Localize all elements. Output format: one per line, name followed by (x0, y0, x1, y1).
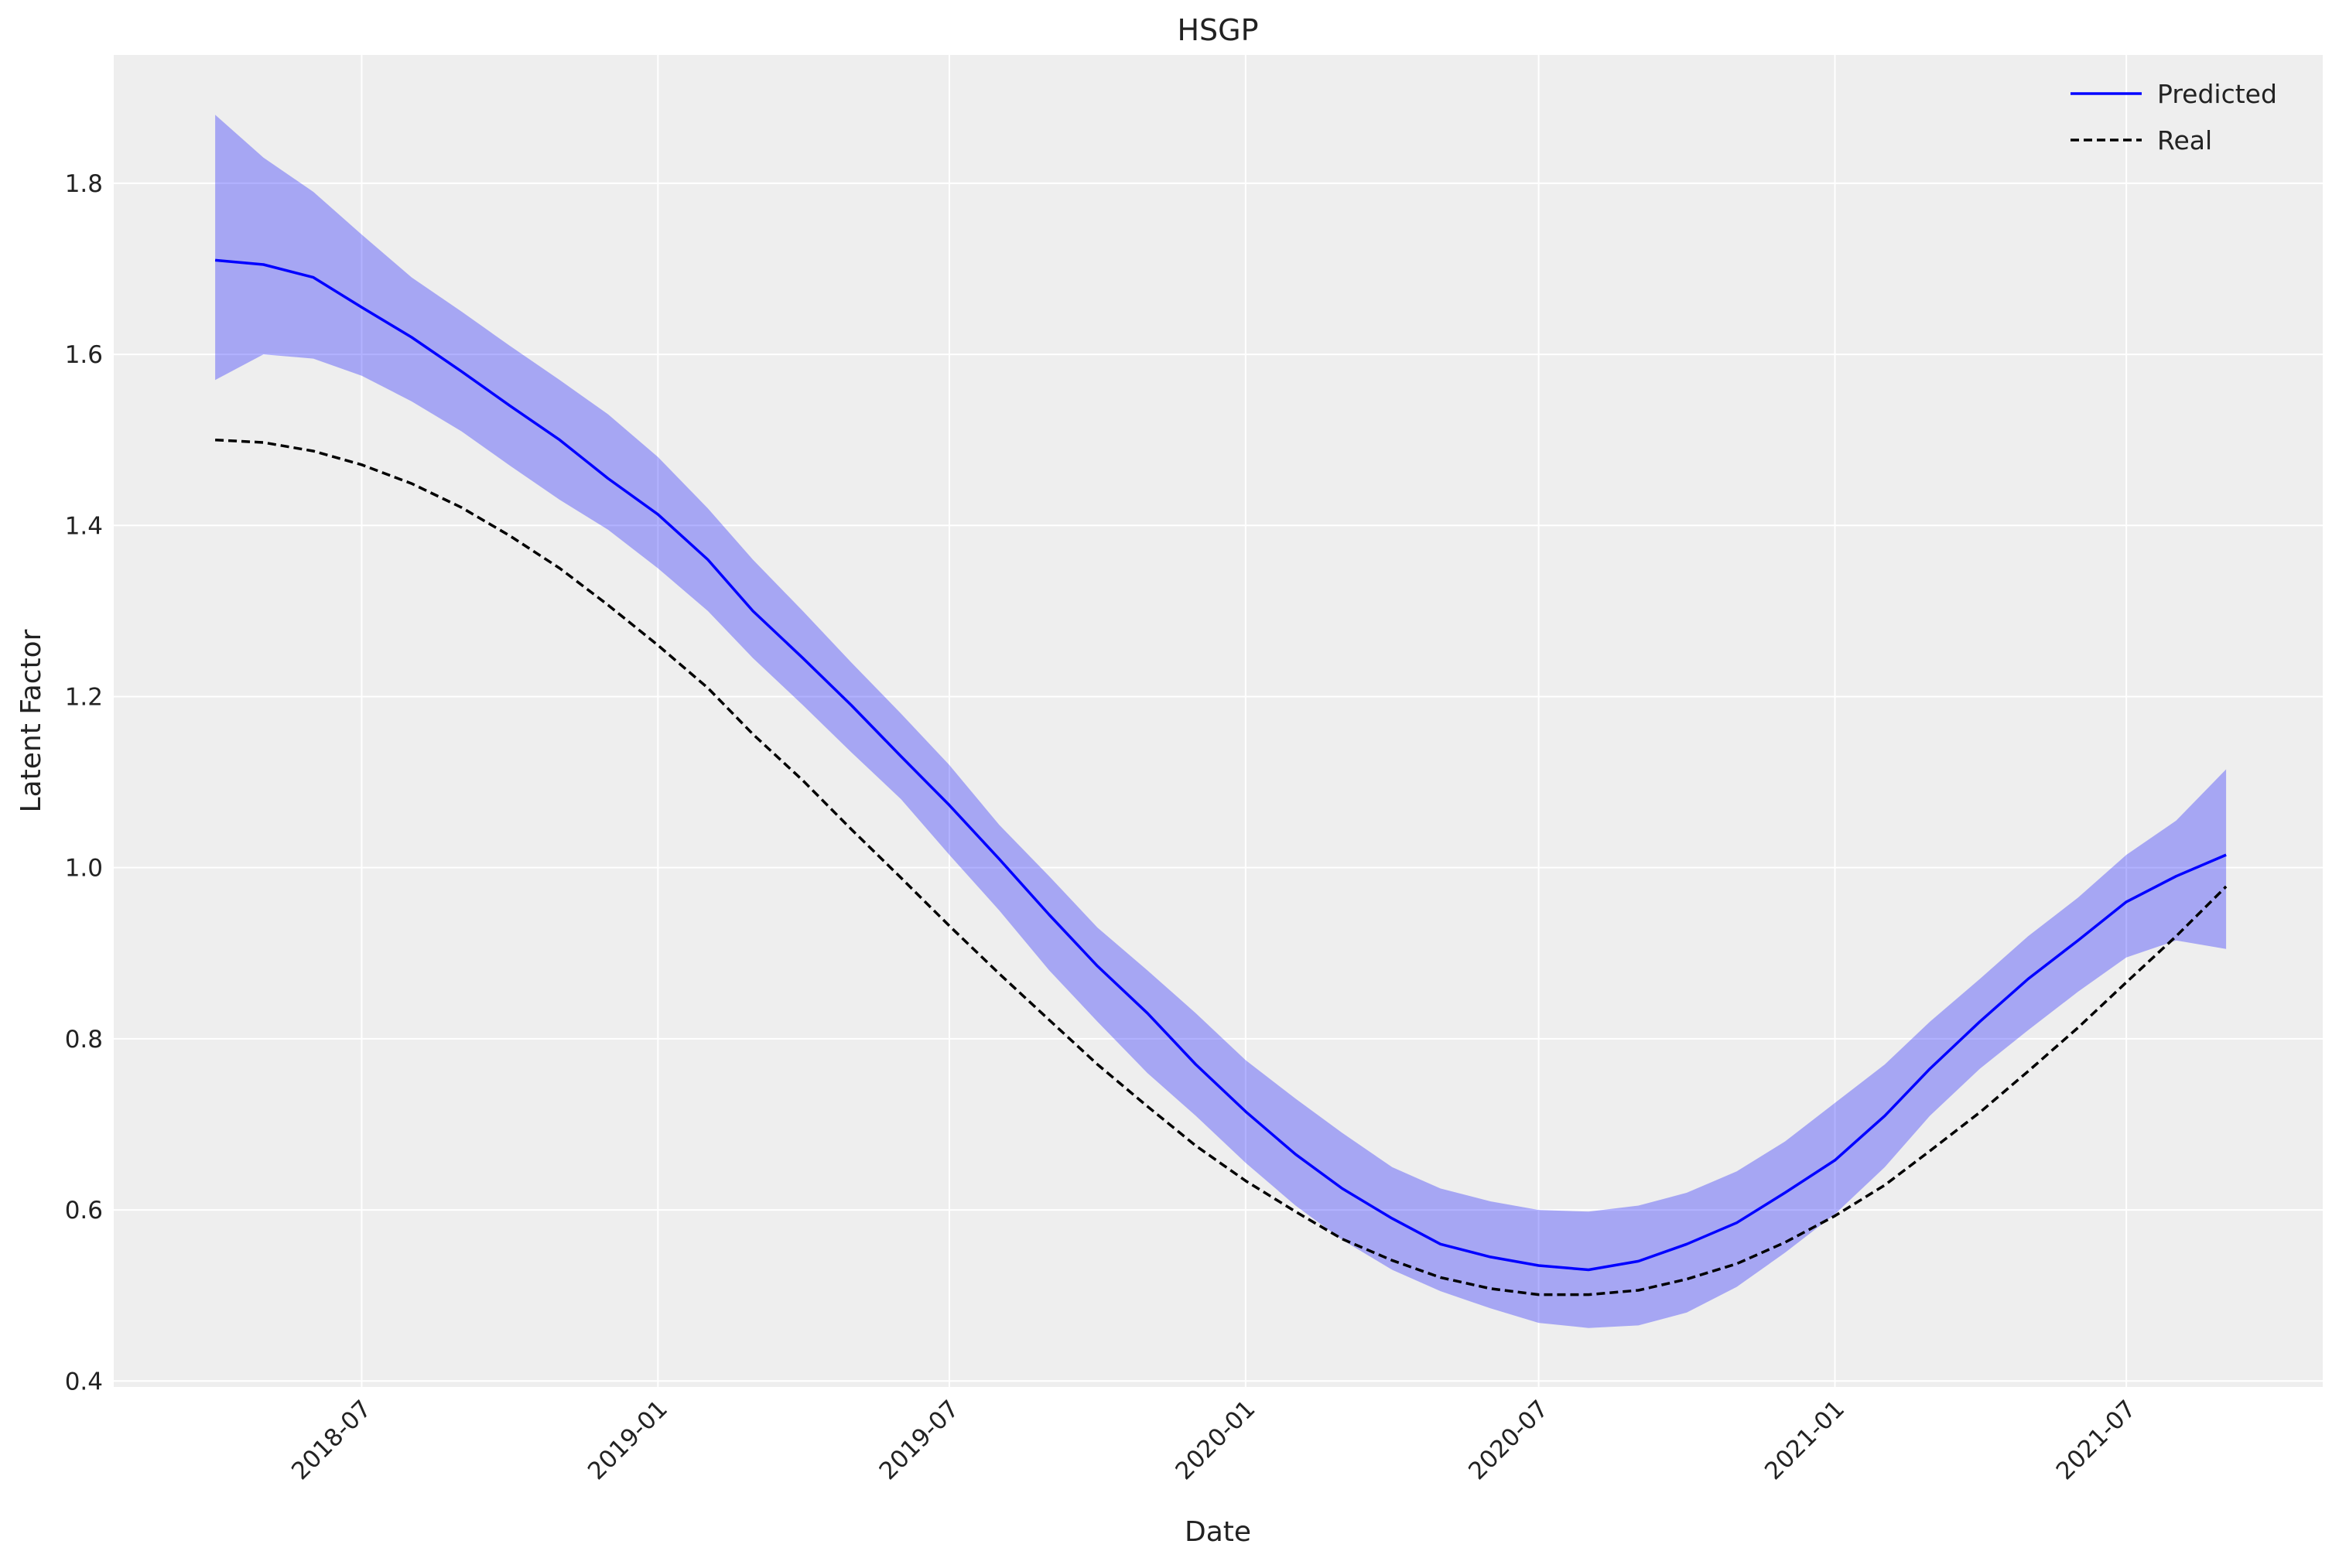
legend: Predicted Real (2071, 79, 2277, 155)
prediction-interval-band (215, 114, 2227, 1328)
y-tick-label: 1.2 (65, 683, 103, 711)
x-tick-label: 2021-07 (2051, 1395, 2142, 1485)
y-tick-label: 1.6 (65, 341, 103, 369)
y-tick-label: 1.0 (65, 855, 103, 883)
x-tick-label: 2019-01 (583, 1395, 673, 1485)
y-axis-label: Latent Factor (15, 629, 47, 812)
x-tick-label: 2018-07 (286, 1395, 377, 1485)
x-axis-label: Date (1185, 1516, 1251, 1548)
x-tick-labels: 2018-07 2019-01 2019-07 2020-01 2020-07 2021-… (286, 1395, 2142, 1485)
plot-area (114, 55, 2323, 1387)
y-tick-label: 0.6 (65, 1197, 103, 1225)
y-tick-label: 1.4 (65, 512, 103, 540)
y-tick-label: 0.8 (65, 1026, 103, 1054)
legend-label-real: Real (2157, 125, 2212, 155)
x-tick-label: 2020-07 (1463, 1395, 1554, 1485)
series-line-predicted (214, 258, 2227, 1272)
y-tick-label: 0.4 (65, 1368, 103, 1395)
legend-label-predicted: Predicted (2157, 79, 2277, 109)
y-tick-label: 1.8 (65, 170, 103, 198)
gridlines (114, 55, 2323, 1387)
y-tick-labels: 0.4 0.6 0.8 1.0 1.2 1.4 1.6 1.8 (65, 170, 103, 1395)
chart-title: HSGP (1177, 13, 1258, 47)
series-line-real (215, 438, 2228, 1296)
x-tick-label: 2019-07 (874, 1395, 965, 1485)
x-tick-label: 2021-01 (1759, 1395, 1850, 1485)
x-tick-label: 2020-01 (1170, 1395, 1260, 1485)
